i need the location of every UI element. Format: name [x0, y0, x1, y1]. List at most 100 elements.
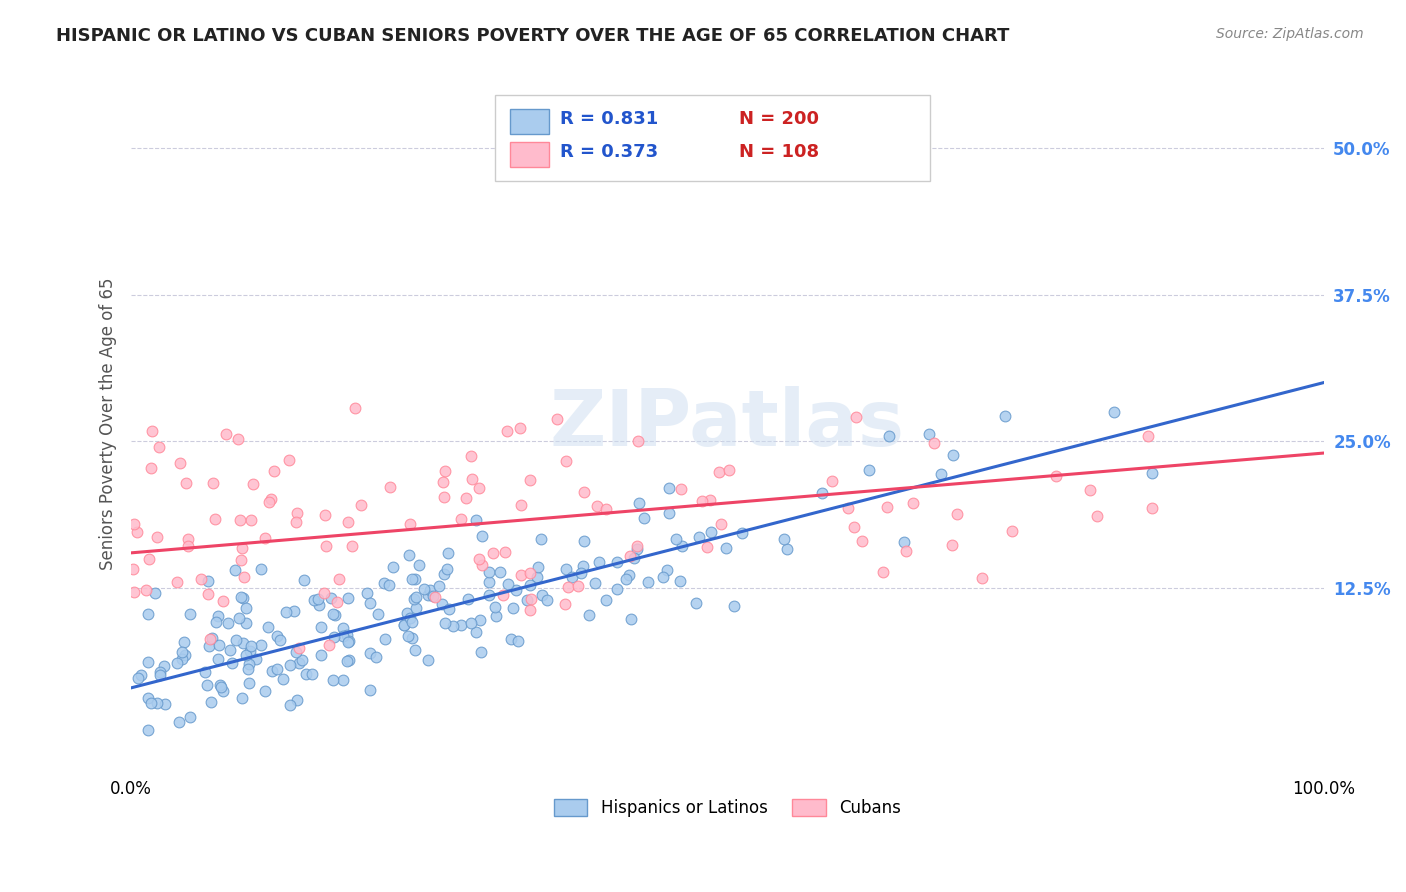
Point	[226, 432, 249, 446]
Point	[554, 597, 576, 611]
Point	[322, 607, 344, 622]
Text: R = 0.831: R = 0.831	[561, 110, 659, 128]
Point	[872, 565, 894, 579]
Point	[207, 652, 229, 666]
Point	[218, 643, 240, 657]
Y-axis label: Seniors Poverty Over the Age of 65: Seniors Poverty Over the Age of 65	[100, 277, 117, 570]
Point	[135, 583, 157, 598]
Text: N = 108: N = 108	[740, 143, 820, 161]
Point	[637, 575, 659, 590]
Point	[359, 683, 381, 698]
Point	[136, 691, 159, 706]
Point	[1085, 508, 1108, 523]
Point	[401, 631, 423, 645]
Point	[478, 588, 501, 602]
Point	[285, 515, 308, 529]
Point	[464, 513, 486, 527]
Point	[291, 653, 314, 667]
Point	[773, 532, 796, 546]
Point	[901, 496, 924, 510]
Point	[238, 675, 260, 690]
Point	[149, 665, 172, 680]
Point	[652, 570, 675, 584]
Point	[143, 586, 166, 600]
Point	[401, 615, 423, 629]
Point	[212, 594, 235, 608]
Text: Source: ZipAtlas.com: Source: ZipAtlas.com	[1216, 27, 1364, 41]
Point	[569, 566, 592, 581]
Point	[404, 642, 426, 657]
Point	[274, 605, 297, 619]
Point	[396, 629, 419, 643]
Point	[250, 562, 273, 576]
Point	[287, 656, 309, 670]
Point	[337, 591, 360, 606]
Point	[179, 607, 201, 621]
Point	[240, 513, 263, 527]
Point	[285, 692, 308, 706]
Point	[127, 524, 149, 539]
Point	[332, 673, 354, 688]
Point	[619, 549, 641, 563]
Point	[526, 570, 548, 584]
Point	[166, 574, 188, 589]
Point	[395, 607, 418, 621]
FancyBboxPatch shape	[510, 109, 548, 134]
Point	[519, 577, 541, 591]
Point	[235, 601, 257, 615]
Point	[456, 491, 478, 506]
Point	[332, 629, 354, 643]
Point	[437, 546, 460, 560]
Point	[382, 560, 405, 574]
Point	[492, 589, 515, 603]
Point	[623, 551, 645, 566]
Point	[307, 591, 329, 606]
Point	[1140, 500, 1163, 515]
Point	[496, 424, 519, 438]
Point	[340, 539, 363, 553]
Point	[285, 506, 308, 520]
Point	[179, 710, 201, 724]
Point	[554, 454, 576, 468]
Point	[204, 512, 226, 526]
Point	[328, 572, 350, 586]
Text: N = 200: N = 200	[740, 110, 820, 128]
Point	[555, 562, 578, 576]
Point	[373, 576, 395, 591]
Point	[567, 579, 589, 593]
Point	[136, 723, 159, 737]
Point	[170, 652, 193, 666]
FancyBboxPatch shape	[495, 95, 931, 181]
Point	[685, 596, 707, 610]
Point	[231, 691, 253, 706]
Point	[419, 582, 441, 597]
Point	[401, 572, 423, 586]
Point	[876, 500, 898, 514]
Point	[367, 607, 389, 621]
Point	[200, 695, 222, 709]
Point	[263, 464, 285, 478]
Point	[450, 512, 472, 526]
Point	[699, 525, 721, 540]
Point	[821, 475, 844, 489]
Text: HISPANIC OR LATINO VS CUBAN SENIORS POVERTY OVER THE AGE OF 65 CORRELATION CHART: HISPANIC OR LATINO VS CUBAN SENIORS POVE…	[56, 27, 1010, 45]
Point	[201, 631, 224, 645]
Point	[433, 566, 456, 581]
Point	[690, 494, 713, 508]
Point	[399, 610, 422, 624]
Point	[460, 615, 482, 630]
Point	[337, 653, 360, 667]
Point	[894, 543, 917, 558]
Point	[266, 629, 288, 643]
Point	[657, 563, 679, 577]
Point	[271, 672, 294, 686]
Point	[208, 638, 231, 652]
Point	[633, 511, 655, 525]
Point	[626, 539, 648, 553]
Point	[402, 592, 425, 607]
Text: R = 0.373: R = 0.373	[561, 143, 658, 161]
Point	[309, 620, 332, 634]
Point	[942, 448, 965, 462]
Point	[484, 600, 506, 615]
Point	[242, 477, 264, 491]
